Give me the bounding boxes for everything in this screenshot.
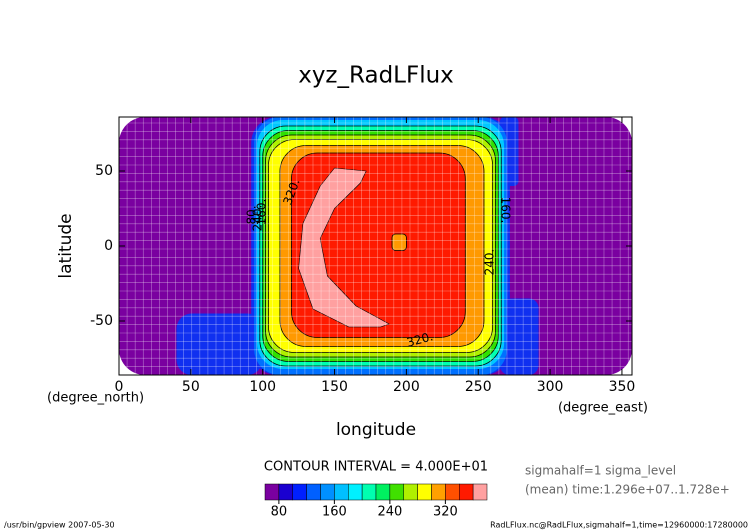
colorbar-segment <box>375 483 391 501</box>
colorbar-segment <box>292 483 307 501</box>
contour-region <box>176 313 263 375</box>
y-unit: (degree_north) <box>47 391 144 406</box>
note: (mean) time:1.296e+07..1.728e+ <box>525 483 730 497</box>
x-tick-label: 0 <box>115 379 124 395</box>
contour-label: 160. <box>255 199 269 226</box>
x-tick-label: 50 <box>182 379 200 395</box>
contour-label: 320. <box>405 329 434 349</box>
x-tick-label: 150 <box>321 379 348 395</box>
x-tick-label: 200 <box>393 379 420 395</box>
y-tick-label: 50 <box>95 163 113 179</box>
footer: /usr/bin/gpview 2007-05-30 <box>4 521 115 530</box>
contour-label: 160. <box>499 197 513 224</box>
chart-title: xyz_RadLFlux <box>298 63 454 89</box>
colorbar-segment <box>348 483 363 501</box>
footer: RadLFlux.nc@RadLFlux,sigmahalf=1,time=12… <box>490 521 748 530</box>
note: sigmahalf=1 sigma_level <box>525 464 676 478</box>
x-tick-label: 300 <box>537 379 564 395</box>
colorbar-segment <box>278 483 293 501</box>
colorbar-segment <box>403 483 418 501</box>
y-tick-label: 0 <box>104 238 113 254</box>
contour-label: 80. <box>245 205 259 224</box>
plot-area: 320.240.160.80.320.240.160. <box>119 117 632 375</box>
colorbar-segment <box>459 483 474 501</box>
y-axis-title: latitude <box>56 213 76 278</box>
colorbar-segment <box>334 483 349 501</box>
contour-peak <box>298 167 390 328</box>
colorbar-tick-label: 320 <box>433 505 458 520</box>
colorbar-tick-label: 240 <box>377 505 402 520</box>
contour-interval: CONTOUR INTERVAL = 4.000E+01 <box>264 460 488 475</box>
colorbar-segment <box>361 483 377 501</box>
contour-label: 240. <box>251 205 265 232</box>
contour-region <box>499 298 539 375</box>
x-axis-title: longitude <box>336 420 416 440</box>
x-tick-label: 350 <box>609 379 636 395</box>
colorbar-segment <box>431 483 446 501</box>
colorbar-segment <box>306 483 321 501</box>
x-unit: (degree_east) <box>558 401 648 416</box>
colorbar-segment <box>472 483 488 501</box>
colorbar-segment <box>417 483 432 501</box>
x-tick-label: 250 <box>465 379 492 395</box>
colorbar-tick-label: 160 <box>322 505 347 520</box>
colorbar-segment <box>389 483 404 501</box>
colorbar-segment <box>320 483 335 501</box>
x-tick-label: 100 <box>249 379 276 395</box>
colorbar-segment <box>445 483 460 501</box>
contour-label: 240. <box>483 249 497 276</box>
y-tick-label: -50 <box>90 313 113 329</box>
contour-region <box>391 233 407 251</box>
colorbar-segment <box>264 483 280 501</box>
colorbar-tick-label: 80 <box>271 505 288 520</box>
